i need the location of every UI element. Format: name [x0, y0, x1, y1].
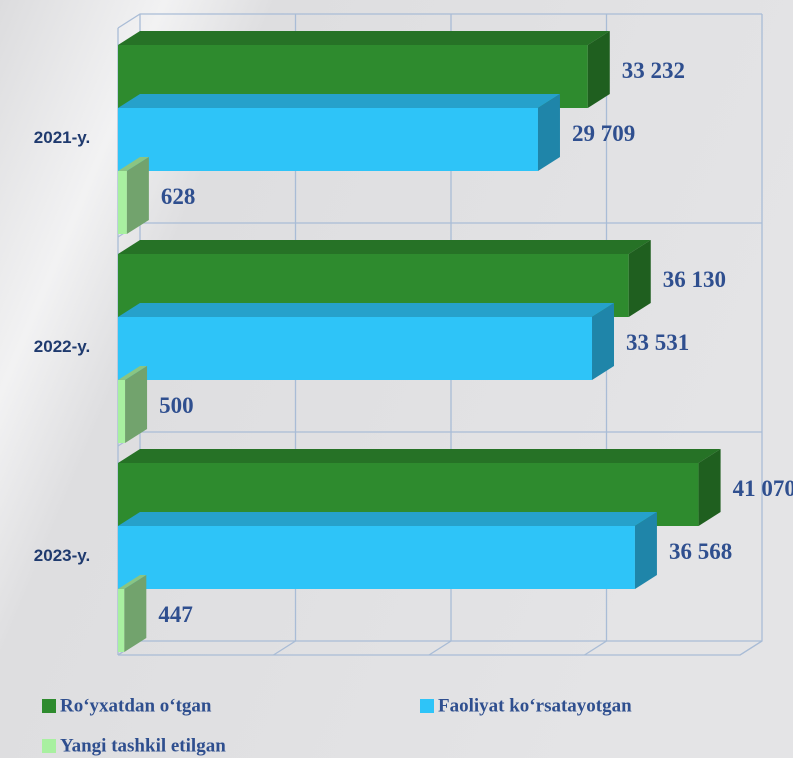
bar-side: [587, 31, 610, 108]
legend-swatch: [420, 699, 434, 713]
bar: [118, 589, 125, 652]
value-label: 33 531: [626, 330, 689, 355]
bars: 2021-y. 33 232 29 709 628 2022-y. 36 130 33 53…: [34, 31, 793, 652]
category-label: 2022-y.: [34, 337, 90, 356]
category-label: 2021-y.: [34, 128, 90, 147]
value-label: 33 232: [622, 58, 685, 83]
bar-top: [118, 449, 721, 463]
bar: [118, 108, 538, 171]
bar: [118, 380, 126, 443]
bar-top: [118, 157, 149, 171]
bar-top: [118, 240, 651, 254]
legend-swatch: [42, 739, 56, 753]
legend-label: Yangi tashkil etilgan: [60, 735, 226, 756]
bar: [118, 317, 593, 380]
legend-label: Faoliyat ko‘rsatayotgan: [438, 695, 632, 716]
bar-top: [118, 94, 560, 108]
wall-line: [117, 13, 762, 29]
bar-top: [118, 366, 148, 380]
bar-side: [125, 366, 148, 443]
bar-side: [537, 94, 560, 171]
value-label: 500: [159, 393, 194, 418]
bar: [118, 526, 635, 589]
bar-top: [118, 512, 657, 526]
value-label: 41 070: [733, 476, 793, 501]
legend-swatch: [42, 699, 56, 713]
value-label: 36 130: [663, 267, 726, 292]
bar-top: [118, 31, 610, 45]
bar-side: [628, 240, 651, 317]
bar-top: [118, 575, 147, 589]
value-label: 628: [161, 184, 196, 209]
value-label: 36 568: [669, 539, 732, 564]
category-label: 2023-y.: [34, 546, 90, 565]
floor-edge: [118, 640, 763, 656]
bar-side: [634, 512, 657, 589]
value-label: 447: [158, 602, 193, 627]
bar: [118, 171, 127, 234]
bar-side: [592, 303, 615, 380]
legend-label: Ro‘yxatdan o‘tgan: [60, 695, 212, 716]
bar-top: [118, 303, 615, 317]
bar-side: [126, 157, 149, 234]
legend: Ro‘yxatdan o‘tgan Faoliyat ko‘rsatayotgan…: [42, 695, 632, 756]
bar-side: [698, 449, 721, 526]
value-label: 29 709: [572, 121, 635, 146]
bar-side: [124, 575, 147, 652]
